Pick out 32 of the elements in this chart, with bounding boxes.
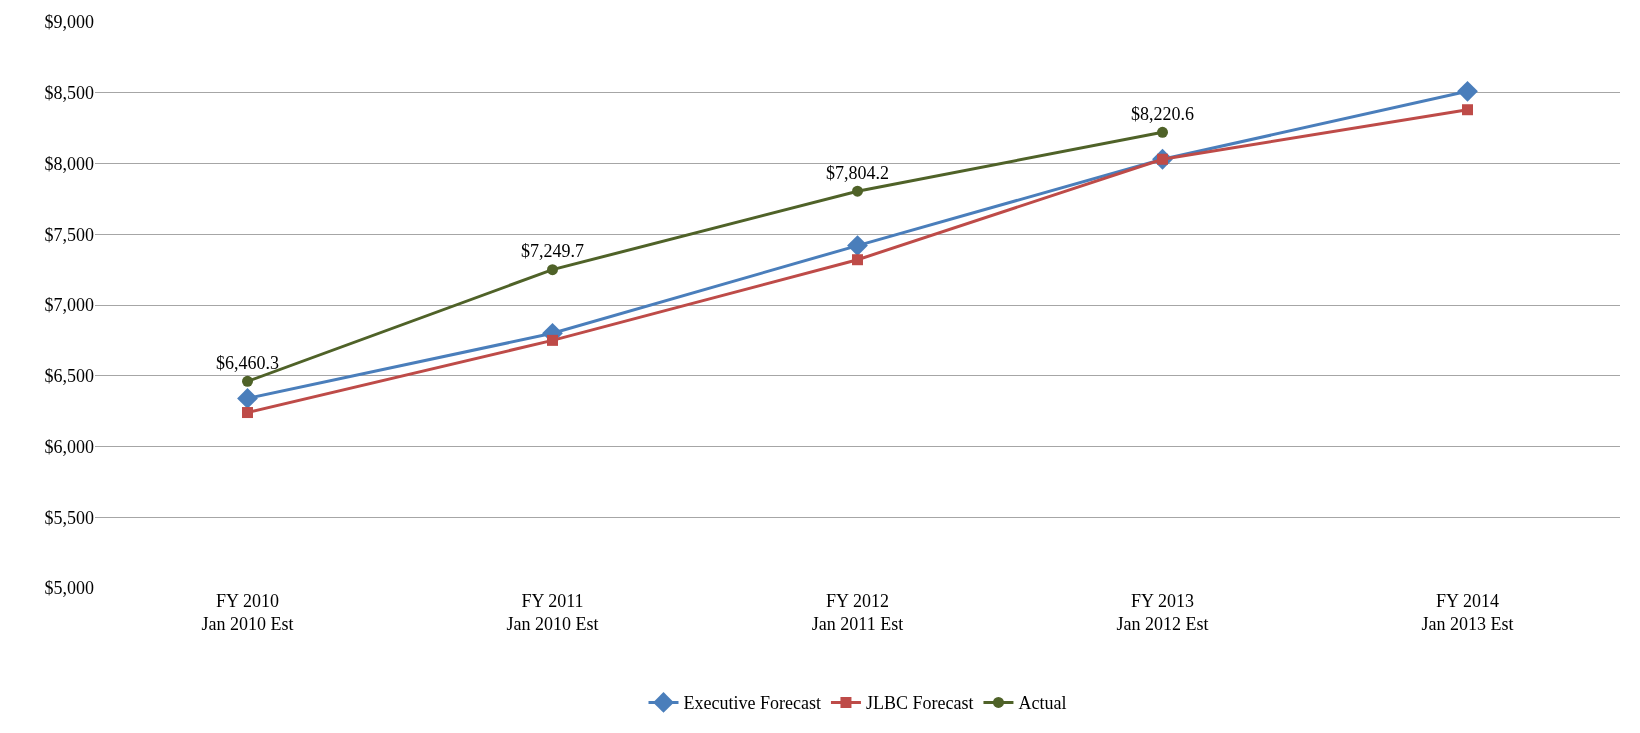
data-label: $6,460.3 <box>216 352 279 373</box>
point <box>852 254 863 266</box>
y-tick-label: $5,500 <box>44 507 94 528</box>
point <box>852 185 863 197</box>
x-tick-label: FY 2011 Jan 2010 Est <box>506 591 599 635</box>
data-label: $7,804.2 <box>826 162 889 183</box>
point <box>1462 104 1473 116</box>
point <box>547 334 558 346</box>
y-tick-label: $8,500 <box>44 83 94 104</box>
point <box>242 407 253 419</box>
legend-label: JLBC Forecast <box>865 693 974 714</box>
point <box>242 375 253 387</box>
y-tick-label: $7,000 <box>44 295 94 316</box>
point <box>237 387 258 409</box>
point <box>1457 80 1478 102</box>
data-label: $7,249.7 <box>521 241 584 262</box>
point <box>547 264 558 276</box>
x-tick-label: FY 2014 Jan 2013 Est <box>1421 591 1514 635</box>
y-tick-label: $5,000 <box>44 578 94 599</box>
x-tick-label: FY 2010 Jan 2010 Est <box>201 591 294 635</box>
point <box>1157 126 1168 138</box>
y-tick-label: $6,000 <box>44 436 94 457</box>
x-tick-label: FY 2013 Jan 2012 Est <box>1116 591 1209 635</box>
x-tick-label: FY 2012 Jan 2011 Est <box>811 591 904 635</box>
legend-label: Executive Forecast <box>683 693 821 714</box>
y-tick-label: $6,500 <box>44 366 94 387</box>
legend-label: Actual <box>1018 693 1067 714</box>
y-tick-label: $7,500 <box>44 224 94 245</box>
y-tick-label: $8,000 <box>44 153 94 174</box>
point <box>847 235 868 256</box>
data-label: $8,220.6 <box>1131 103 1194 124</box>
y-tick-label: $9,000 <box>44 12 94 33</box>
